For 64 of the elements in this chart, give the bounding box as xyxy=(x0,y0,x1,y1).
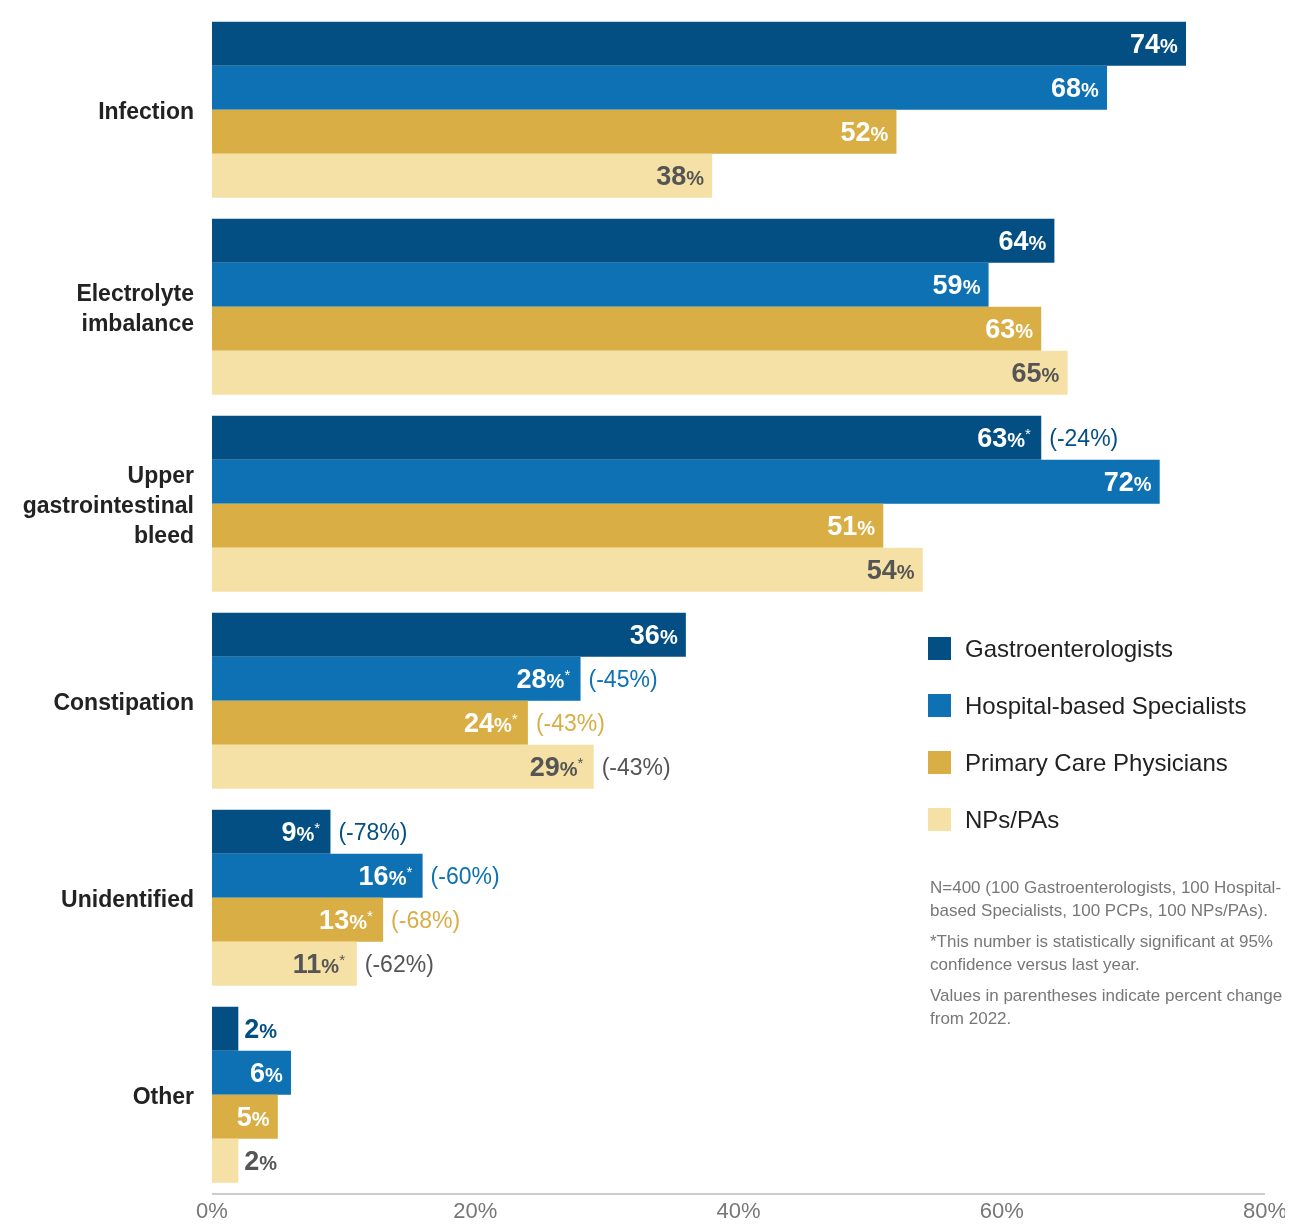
text: 24%$^{*}$ (-43%) xyxy=(463,707,605,738)
data-label: 64% xyxy=(998,225,1047,256)
data-label: 63% xyxy=(985,313,1034,344)
bar xyxy=(212,503,884,548)
annotation: N=400 (100 Gastroenterologists, 100 Hospital-based Specialists, 100 PCPs, 100 NPs/PAs). xyxy=(930,877,1283,922)
bar xyxy=(212,218,1055,263)
data-label: 51% xyxy=(827,510,876,541)
data-label: 52% xyxy=(840,116,889,147)
bar xyxy=(212,700,528,745)
bar xyxy=(212,109,897,154)
text: 29%$^{*}$ (-43%) xyxy=(529,751,671,782)
x-tick-label: 20% xyxy=(453,1197,498,1223)
legend-label: Primary Care Physicians xyxy=(965,748,1228,777)
x-tick-label: 40% xyxy=(716,1197,761,1223)
text: 13%$^{*}$ (-68%) xyxy=(319,904,461,935)
bar xyxy=(212,350,1068,395)
bar xyxy=(212,547,923,592)
data-label: 68% xyxy=(1051,72,1100,103)
bar xyxy=(212,459,1160,504)
bar xyxy=(212,656,581,701)
bar xyxy=(212,415,1042,460)
bar xyxy=(212,153,713,198)
text: 63%$^{*}$ (-24%) xyxy=(977,422,1119,453)
y-tick-label: Electrolyte imbalance xyxy=(76,279,194,336)
text: 28%$^{*}$ (-45%) xyxy=(516,663,658,694)
data-label: 5% xyxy=(236,1101,270,1132)
x-tick-label: 60% xyxy=(979,1197,1024,1223)
y-tick-label: Upper gastrointestinal bleed xyxy=(22,461,195,548)
annotation: Values in parentheses indicate percent change from 2022. xyxy=(930,985,1284,1030)
text: 9%$^{*}$ (-78%) xyxy=(281,816,408,847)
bar xyxy=(212,1138,239,1183)
data-label: 38% xyxy=(656,160,705,191)
legend-label: Gastroenterologists xyxy=(965,634,1174,663)
data-label: 2% xyxy=(244,1145,278,1176)
data-label: 54% xyxy=(866,554,915,585)
y-tick-label: Infection xyxy=(98,97,194,124)
data-label: 59% xyxy=(932,269,981,300)
data-label: 2% xyxy=(244,1013,278,1044)
text: 16%$^{*}$ (-60%) xyxy=(358,860,500,891)
bar xyxy=(212,809,331,854)
bar xyxy=(212,21,1187,66)
y-tick-label: Other xyxy=(132,1082,195,1109)
y-tick-label: Constipation xyxy=(53,688,194,715)
bar xyxy=(212,853,423,898)
bar xyxy=(212,1050,291,1095)
legend-label: Hospital-based Specialists xyxy=(965,691,1247,720)
bar xyxy=(212,65,1108,110)
bar xyxy=(212,1006,239,1051)
data-label: 74% xyxy=(1130,28,1179,59)
x-tick-label: 0% xyxy=(196,1197,228,1223)
y-tick-label: Unidentified xyxy=(61,885,194,912)
bar xyxy=(212,941,357,986)
bar xyxy=(212,612,686,657)
data-label: 72% xyxy=(1103,466,1152,497)
data-label: 6% xyxy=(249,1057,284,1088)
legend-label: NPs/PAs xyxy=(965,805,1060,834)
bar xyxy=(212,262,989,307)
bar xyxy=(212,744,594,789)
text: 11%$^{*}$ (-62%) xyxy=(292,948,434,979)
data-label: 36% xyxy=(629,619,678,650)
bar xyxy=(212,897,384,942)
annotation: *This number is statistically significant at 95% confidence versus last year. xyxy=(930,931,1274,976)
data-label: 65% xyxy=(1011,357,1060,388)
bar xyxy=(212,306,1042,351)
